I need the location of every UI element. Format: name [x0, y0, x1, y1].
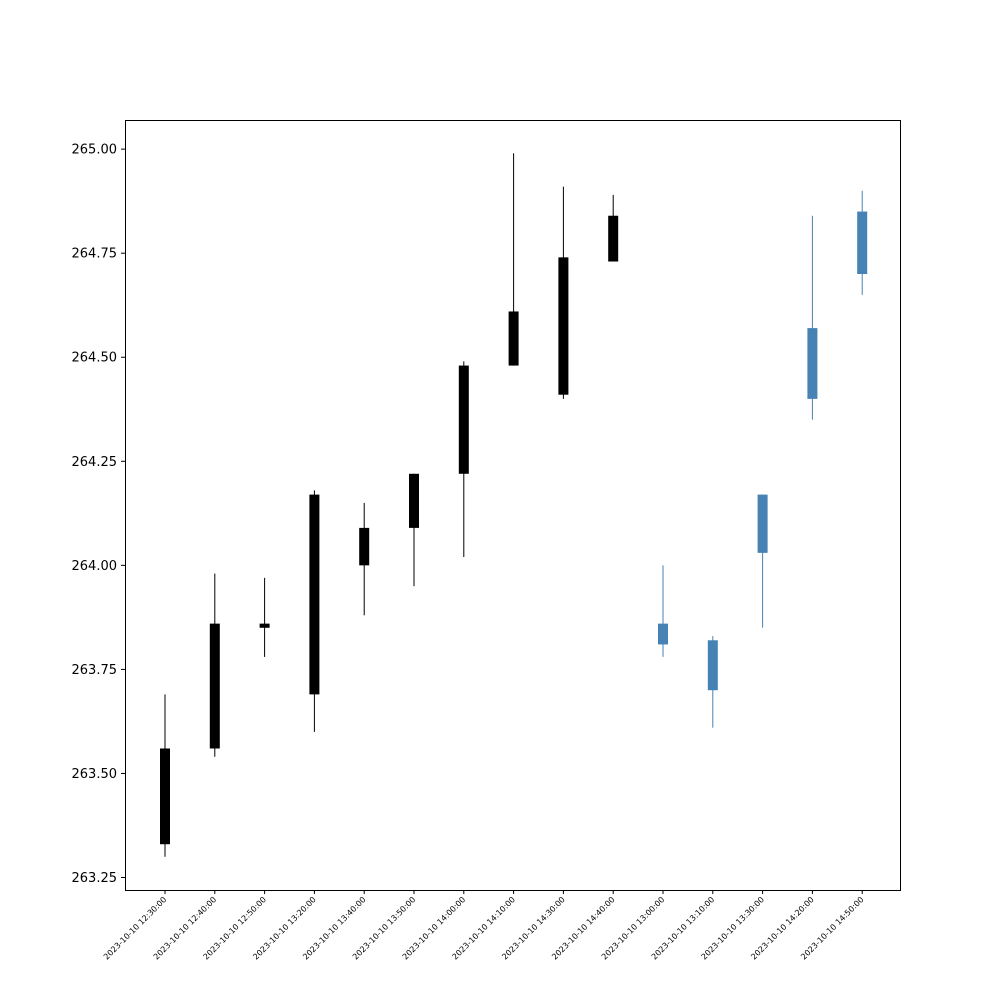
y-tick-label: 263.50: [72, 767, 118, 782]
candle-body: [458, 365, 469, 474]
candle-body: [409, 473, 419, 528]
candle: [160, 694, 170, 857]
candle-body: [608, 215, 619, 262]
candle-body: [359, 527, 370, 566]
candle-body: [259, 623, 270, 628]
y-tick-label: 263.75: [72, 663, 118, 678]
plot-frame: [125, 120, 901, 891]
candle: [608, 194, 619, 262]
candle-body: [658, 623, 668, 645]
candle-body: [757, 494, 768, 553]
y-tick-label: 264.75: [72, 247, 118, 262]
candle-body: [309, 494, 320, 695]
candle: [409, 473, 419, 587]
y-tick-label: 264.00: [72, 559, 118, 574]
candle: [707, 636, 718, 728]
candle: [359, 502, 370, 616]
y-axis: 263.25 263.50 263.75 264.00 264.25 264.50 264.…: [72, 143, 125, 886]
candle-body: [707, 640, 718, 691]
candle: [807, 215, 818, 420]
candle-body: [160, 748, 170, 845]
y-tick-label: 264.25: [72, 455, 118, 470]
candle: [757, 494, 768, 628]
candle: [209, 573, 220, 757]
y-tick-label: 264.50: [72, 351, 118, 366]
candle-body: [558, 257, 569, 395]
candle-body: [857, 211, 868, 274]
candle: [458, 361, 469, 558]
candle: [857, 190, 868, 295]
candle-body: [508, 311, 519, 366]
candles-layer: [160, 153, 868, 857]
candle-body: [807, 328, 818, 399]
candle: [309, 490, 320, 732]
candle: [558, 186, 569, 399]
candle: [658, 565, 668, 657]
candle-body: [209, 623, 220, 749]
y-tick-label: 265.00: [72, 143, 118, 158]
candle: [508, 153, 519, 366]
y-tick-label: 263.25: [72, 871, 118, 886]
candle: [259, 577, 270, 657]
